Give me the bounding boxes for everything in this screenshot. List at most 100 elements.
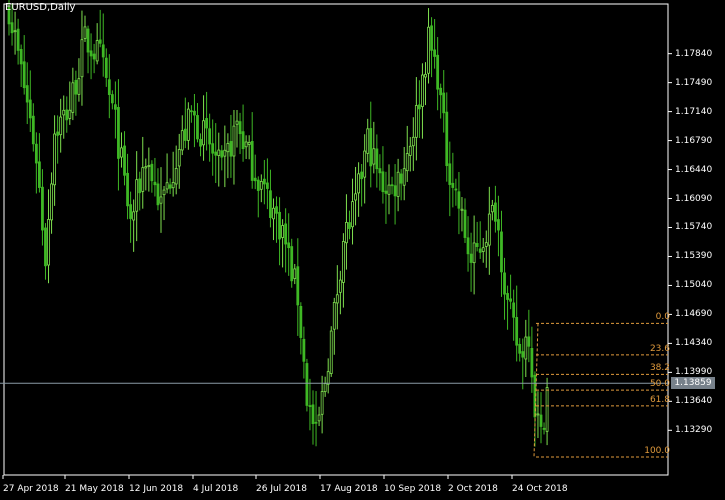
candle-body [41, 186, 44, 231]
candle-body [381, 171, 385, 193]
fibonacci-level-label: 100.0 [644, 445, 670, 456]
candle-body [86, 28, 90, 53]
candle-body [527, 336, 531, 347]
candle-body [338, 279, 342, 293]
fibonacci-level-label: 0.0 [655, 312, 670, 323]
candle-body [110, 94, 114, 104]
candle-body [357, 173, 361, 194]
candle-body [323, 383, 327, 393]
candle-body [107, 79, 111, 95]
price-tick-label: 1.15740 [675, 222, 713, 233]
candle-body [305, 363, 309, 406]
price-tick-label: 1.13640 [675, 396, 713, 407]
candle-body [65, 109, 69, 121]
candle-body [92, 53, 96, 60]
candle-body [421, 74, 424, 107]
candle-body [31, 115, 35, 145]
candle-body [44, 227, 47, 267]
candle-body [454, 188, 458, 191]
candle-body [153, 181, 157, 186]
candle-body [117, 107, 120, 159]
candle-body [101, 44, 105, 58]
candle-body [59, 116, 63, 136]
candle-body [56, 131, 60, 136]
fibonacci-level-label: 61.8 [649, 394, 670, 405]
price-tick-label: 1.16090 [675, 193, 713, 204]
candle-body [196, 115, 199, 140]
candle-body [396, 171, 400, 197]
candle-body [536, 413, 540, 416]
candle-body [329, 330, 333, 374]
candle-body [445, 111, 449, 167]
candle-body [238, 121, 242, 135]
candle-body [320, 391, 324, 415]
candle-body [77, 78, 81, 95]
candle-body [341, 241, 345, 283]
candle-body [220, 150, 224, 158]
candle-body [372, 148, 376, 165]
candle-body [384, 190, 388, 194]
candle-body [281, 225, 285, 238]
candle-body [524, 336, 528, 360]
candle-body [405, 153, 409, 172]
candle-body [378, 168, 382, 174]
candle-body [463, 209, 467, 238]
candle-body [28, 99, 32, 119]
candle-body [10, 22, 14, 34]
candle-body [214, 151, 218, 156]
candle-body [244, 141, 248, 148]
candle-body [290, 246, 294, 282]
candle-body [177, 149, 181, 167]
candle-body [439, 87, 443, 96]
candle-body [211, 143, 215, 154]
candle-body [25, 85, 29, 103]
candle-body [317, 414, 321, 422]
fibonacci-level-label: 23.6 [649, 343, 670, 354]
candle-body [366, 128, 370, 154]
candle-body [123, 145, 126, 176]
candle-body [168, 184, 172, 189]
candle-body [518, 343, 522, 354]
candle-body [399, 173, 403, 184]
candle-body [308, 405, 312, 407]
price-tick-label: 1.15390 [675, 251, 713, 262]
candle-body [375, 148, 379, 170]
candle-body [302, 338, 306, 362]
date-tick-label: 27 Apr 2018 [3, 484, 59, 494]
candle-body [165, 182, 169, 190]
candle-body [490, 204, 494, 213]
candle-body [457, 191, 461, 209]
price-tick-label: 1.16440 [675, 164, 713, 175]
candle-body [150, 163, 154, 182]
candle-body [433, 49, 437, 57]
candle-body [475, 243, 479, 247]
candle-body [34, 143, 38, 164]
candle-body [265, 182, 269, 189]
candle-body [390, 184, 394, 187]
candle-body [162, 189, 166, 196]
candle-body [217, 149, 221, 156]
candle-body [332, 302, 336, 330]
candle-body [120, 147, 123, 158]
candle-body [506, 293, 509, 300]
candle-body [7, 6, 11, 25]
candle-body [512, 302, 516, 318]
candle-body [326, 371, 330, 385]
price-tick-label: 1.15040 [675, 280, 713, 291]
candle-body [314, 421, 318, 424]
date-tick-label: 17 Aug 2018 [320, 484, 378, 494]
candle-body [345, 222, 348, 244]
fibonacci-level-label: 50.0 [649, 379, 670, 390]
candle-body [180, 130, 184, 151]
price-tick-label: 1.17140 [675, 106, 713, 117]
candle-body [247, 141, 251, 145]
candle-body [481, 247, 485, 252]
candle-body [408, 145, 412, 156]
candle-body [493, 202, 497, 222]
candle-body [484, 242, 488, 247]
candle-body [430, 25, 433, 51]
candle-body [71, 82, 75, 113]
candle-body [80, 39, 84, 78]
